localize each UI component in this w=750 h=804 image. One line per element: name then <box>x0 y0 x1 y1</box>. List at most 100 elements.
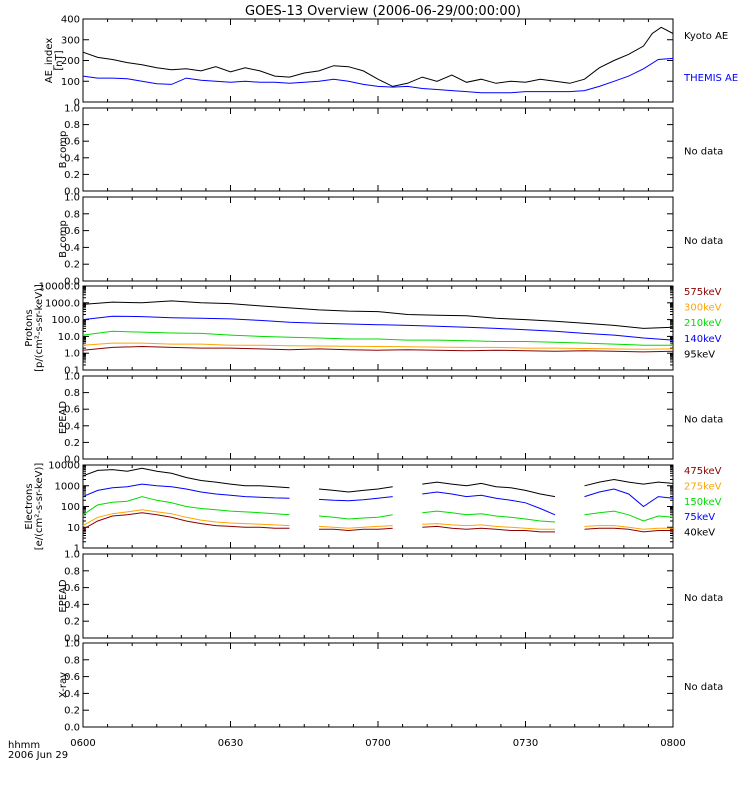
y-tick-label: 0.1 <box>64 366 80 377</box>
panel-protons: 0.1 1.0 10.0 100.0 1000.0 10000.0 Protons [p/(c… <box>24 282 722 377</box>
series-line-95kev <box>82 300 674 329</box>
x-tick-label: 0700 <box>365 738 390 749</box>
y-tick-label: 0.0 <box>64 723 80 734</box>
corner-label-hhmm: hhmm <box>8 740 40 751</box>
panel-x-ray: 0.0 0.2 0.4 0.6 0.8 1.0 X-ray No data <box>58 639 723 734</box>
y-tick-label: 0.6 <box>64 405 80 416</box>
figure-title: GOES-13 Overview (2006-06-29/00:00:00) <box>245 4 521 19</box>
series-line-150kev <box>82 496 674 523</box>
y-tick-label: 0.4 <box>64 689 80 700</box>
y-axis-label: B comp <box>58 131 69 169</box>
panels: 0 100 200 300 400 AE_index [nT] Kyoto AE THEMIS … <box>24 15 738 750</box>
y-tick-label: 0.6 <box>64 583 80 594</box>
series-line-kyoto-ae <box>82 26 674 87</box>
y-tick-label: 1.0 <box>64 104 80 115</box>
x-tick-label: 0730 <box>513 738 538 749</box>
y-tick-label: 0.0 <box>64 455 80 466</box>
series-line-themis-ae <box>82 57 674 94</box>
panel-b-comp-2: 0.0 0.2 0.4 0.6 0.8 1.0 B comp No data <box>58 193 723 288</box>
y-tick-label: 10000 <box>48 461 80 472</box>
y-tick-label: 0.8 <box>64 655 80 666</box>
y-tick-label: 1.0 <box>64 349 80 360</box>
x-tick-label: 0630 <box>218 738 243 749</box>
y-tick-label: 1.0 <box>64 193 80 204</box>
y-axis-label: AE_index <box>44 38 55 84</box>
y-tick-label: 0.4 <box>64 153 80 164</box>
panel-frame <box>82 196 674 282</box>
y-tick-label: 0.8 <box>64 388 80 399</box>
y-tick-label: 0.8 <box>64 209 80 220</box>
y-tick-label: 0.4 <box>64 243 80 254</box>
y-tick-label: 0.6 <box>64 226 80 237</box>
y-tick-label: 0.2 <box>64 438 80 449</box>
y-tick-label: 0.8 <box>64 566 80 577</box>
y-tick-label: 0.6 <box>64 137 80 148</box>
y-tick-label: 0.4 <box>64 421 80 432</box>
y-tick-label: 10 <box>67 523 80 534</box>
panel-frame <box>82 285 674 371</box>
y-tick-label: 1.0 <box>64 639 80 650</box>
legend-label: 140keV <box>684 334 722 345</box>
y-tick-label: 0.2 <box>64 706 80 717</box>
y-tick-label: 0.4 <box>64 600 80 611</box>
legend-label: 300keV <box>684 303 722 314</box>
no-data-label: No data <box>684 415 723 426</box>
series-line-300kev <box>82 342 674 350</box>
y-axis-label: X-ray <box>58 672 69 698</box>
y-tick-label: 0 <box>74 98 80 109</box>
panel-frame <box>82 18 674 103</box>
legend-label: 40keV <box>684 528 715 539</box>
y-tick-label: 0.8 <box>64 120 80 131</box>
x-tick-label: 0600 <box>70 738 95 749</box>
no-data-label: No data <box>684 147 723 158</box>
series-line-75kev <box>82 483 674 516</box>
y-tick-label: 1.0 <box>64 550 80 561</box>
legend-label: 150keV <box>684 497 722 508</box>
series-line-275kev <box>82 509 673 530</box>
y-axis-label: [nT] <box>54 50 65 70</box>
y-tick-label: 1 <box>74 544 80 555</box>
legend-label: 275keV <box>684 481 722 492</box>
legend-label: 575keV <box>684 287 722 298</box>
panel-b-comp-1: 0.0 0.2 0.4 0.6 0.8 1.0 B comp No data <box>58 104 723 198</box>
y-tick-label: 300 <box>61 35 80 46</box>
series-line-575kev <box>82 345 674 353</box>
y-axis-label: EPEAD <box>58 579 69 613</box>
x-tick-label: 0800 <box>660 738 685 749</box>
y-tick-label: 10.0 <box>58 332 80 343</box>
y-tick-label: 0.6 <box>64 672 80 683</box>
y-axis-label: B comp <box>58 220 69 258</box>
y-tick-label: 0.2 <box>64 617 80 628</box>
no-data-label: No data <box>684 593 723 604</box>
series-line-40kev <box>82 467 674 498</box>
panel-frame <box>82 375 674 460</box>
y-axis-label: [p/(cm²-s-sr-keV)] <box>34 284 45 372</box>
panel-epead-2: 0.0 0.2 0.4 0.6 0.8 1.0 EPEAD No data <box>58 550 723 645</box>
series-line-475kev <box>82 512 673 533</box>
y-tick-label: 10000.0 <box>39 282 80 293</box>
no-data-label: No data <box>684 236 723 247</box>
y-axis-label: EPEAD <box>58 401 69 435</box>
legend-label: Kyoto AE <box>684 31 728 42</box>
panel-ae-index: 0 100 200 300 400 AE_index [nT] Kyoto AE THEMIS … <box>44 15 738 109</box>
panel-frame <box>82 553 674 639</box>
y-tick-label: 0.0 <box>64 277 80 288</box>
panel-frame <box>82 642 674 728</box>
y-tick-label: 400 <box>61 15 80 26</box>
y-tick-label: 1000 <box>55 481 80 492</box>
panel-epead-1: 0.0 0.2 0.4 0.6 0.8 1.0 EPEAD No data <box>58 372 723 466</box>
legend-label: 210keV <box>684 318 722 329</box>
panel-frame <box>82 464 674 549</box>
legend-label: 475keV <box>684 466 722 477</box>
panel-electrons: 1 10 100 1000 10000 Electrons [e/(cm²-s-sr-keV… <box>24 461 722 555</box>
y-tick-label: 100.0 <box>51 315 80 326</box>
legend-label: THEMIS AE <box>683 73 738 84</box>
y-tick-label: 1.0 <box>64 372 80 383</box>
y-tick-label: 1000.0 <box>45 298 80 309</box>
legend-label: 75keV <box>684 512 715 523</box>
corner-label-date: 2006 Jun 29 <box>8 750 68 761</box>
series-line-140kev <box>82 315 674 341</box>
y-axis-label: Electrons <box>24 483 35 529</box>
